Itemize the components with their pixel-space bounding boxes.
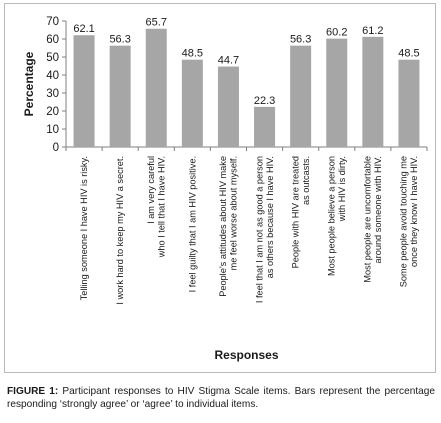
bar [254,106,276,147]
bar [181,59,203,148]
x-tick-label-line: around someone with HIV. [373,156,383,263]
x-tick-label: I feel guilty that I am HIV positive. [187,156,197,292]
data-label: 60.2 [326,27,347,39]
data-label: 56.3 [290,34,311,46]
figure-caption: FIGURE 1: Participant responses to HIV S… [7,385,435,411]
x-tick-label: Most people are uncomfortablearound some… [363,156,384,283]
x-tick-label: Telling someone I have HIV is risky. [79,156,89,300]
y-tick-label: 40 [46,70,59,82]
x-tick-label-line: I work hard to keep my HIV a secret. [115,156,125,305]
x-tick-label-line: as outcasts. [301,156,311,205]
x-tick-label-line: People with HIV are treated [290,156,300,268]
y-tick-label: 20 [46,106,59,118]
x-tick-label-line: Telling someone I have HIV is risky. [79,156,89,300]
bar [73,35,95,147]
x-tick-label: I feel that I am not as good a personas … [254,156,275,303]
y-tick-label: 30 [46,88,59,100]
y-tick-label: 70 [46,16,59,28]
data-label: 48.5 [182,48,203,60]
data-label: 65.7 [146,17,167,29]
x-tick-label-line: Most people believe a person [327,156,337,276]
x-tick-label: People with HIV are treatedas outcasts. [290,156,311,268]
bar [362,36,384,148]
x-tick-label-line: I am very careful [146,156,156,224]
x-tick-label-line: with HIV is dirty. [337,156,347,222]
bar [398,59,420,148]
x-tick-label: I am very carefulwho I tell that I have … [146,156,167,258]
y-tick-label: 60 [46,34,59,46]
data-label: 22.3 [254,95,275,107]
bar [217,66,239,147]
x-tick-label: People’s attitudes about HIV makeme feel… [218,156,239,297]
x-tick-label-line: I feel guilty that I am HIV positive. [187,156,197,292]
y-tick-label: 10 [46,124,59,136]
caption-label: FIGURE 1: [7,386,59,397]
x-tick-label: Some people avoid touching meonce they k… [399,156,420,287]
data-label: 62.1 [73,23,94,35]
data-label: 61.2 [362,25,383,37]
bar [145,28,167,148]
x-tick-label-line: as others because I have HIV. [265,156,275,278]
x-tick-label-line: me feel worse about myself. [229,156,239,270]
data-label: 56.3 [109,34,130,46]
x-axis-title: Responses [214,348,278,362]
x-tick-label-line: I feel that I am not as good a person [254,156,264,303]
data-label: 48.5 [398,48,419,60]
bar [290,45,312,147]
bar-chart: 0 10 20 30 40 50 60 70 62.1 Telling someone I hav… [22,16,428,362]
x-tick-label: I work hard to keep my HIV a secret. [115,156,125,305]
x-tick-label-line: once they know I have HIV. [409,156,419,267]
x-tick-label-line: Some people avoid touching me [399,156,409,287]
y-axis-title: Percentage [22,51,36,116]
caption-text: Participant responses to HIV Stigma Scal… [7,386,435,410]
y-tick-label: 50 [46,52,59,64]
x-tick-label-line: Most people are uncomfortable [363,156,373,283]
bar [109,45,131,147]
y-tick-label: 0 [53,142,59,154]
x-tick-label-line: who I tell that I have HIV. [157,156,167,258]
x-tick-label-line: People’s attitudes about HIV make [218,156,228,297]
data-label: 44.7 [218,55,239,67]
figure-frame: 0 10 20 30 40 50 60 70 62.1 Telling someone I hav… [4,3,436,373]
bar [326,38,348,147]
x-tick-label: Most people believe a personwith HIV is … [327,156,348,276]
